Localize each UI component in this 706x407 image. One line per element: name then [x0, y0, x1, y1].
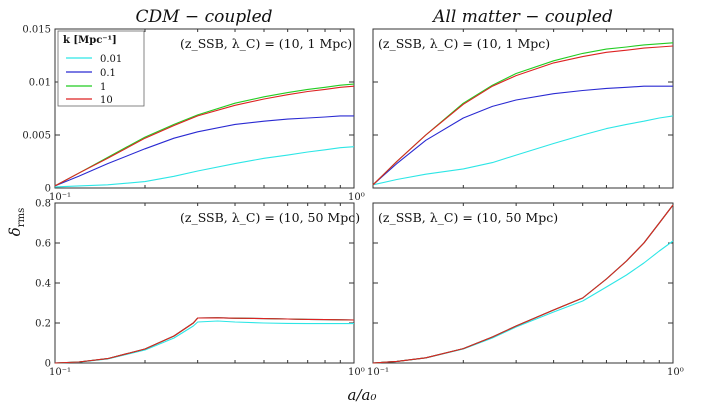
y-tick-label: 0 [45, 184, 51, 195]
plot-frame-top-right [372, 28, 674, 189]
series-line-k0-01 [54, 146, 355, 188]
series-line-k10 [54, 317, 355, 364]
x-tick-label: 10⁰ [348, 192, 365, 203]
y-tick-label: 0 [45, 359, 51, 370]
series-line-k10 [372, 204, 674, 364]
legend-box [57, 30, 145, 107]
series-line-k10 [372, 45, 674, 186]
y-tick-label: 0.8 [35, 199, 51, 210]
series-line-k0-01 [372, 115, 674, 186]
y-tick-label: 0.4 [35, 279, 51, 290]
plot-frame-bottom-right [372, 202, 674, 364]
x-tick-label: 10⁻¹ [367, 367, 389, 378]
series-line-k0-1 [372, 85, 673, 186]
panel-annotation: (z_SSB, λ_C) = (10, 1 Mpc) [180, 36, 352, 51]
title-cdm-coupled: CDM − coupled [135, 7, 272, 27]
y-tick-label: 0.01 [29, 78, 51, 89]
legend-label-k0-01: 0.01 [100, 54, 122, 65]
y-tick-label: 0.005 [22, 131, 51, 142]
legend-label-k10: 10 [100, 95, 113, 106]
panel-annotation: (z_SSB, λ_C) = (10, 50 Mpc) [180, 210, 360, 225]
x-tick-label: 10⁻¹ [49, 367, 71, 378]
series-line-k0-01 [54, 320, 354, 364]
legend: k [Mpc⁻¹] 0.01 0.1 1 10 [57, 30, 145, 107]
y-axis-label-main: δ [6, 227, 24, 236]
series-line-k1 [372, 42, 674, 186]
legend-label-k1: 1 [100, 82, 106, 93]
panel-bottom-right: 10⁻¹ 10⁰ (z_SSB, λ_C) = (10, 50 Mpc) [367, 202, 684, 378]
panel-top-right: (z_SSB, λ_C) = (10, 1 Mpc) [372, 28, 674, 189]
x-tick-label: 10⁻¹ [49, 192, 71, 203]
plot-frame-top-left [54, 28, 355, 189]
series-line-k0-1 [54, 115, 354, 187]
x-tick-label: 10⁰ [348, 367, 365, 378]
series-line-k1 [372, 204, 674, 364]
series-line-k0-1 [54, 317, 355, 364]
series-line-k10 [54, 85, 355, 187]
y-tick-label: 0.015 [22, 25, 51, 36]
panel-annotation: (z_SSB, λ_C) = (10, 50 Mpc) [378, 210, 558, 225]
series-line-k0-1 [372, 204, 674, 364]
y-axis-label: δrms [6, 208, 27, 236]
legend-title: k [Mpc⁻¹] [63, 35, 117, 46]
plot-frame-bottom-left [54, 202, 355, 364]
y-tick-label: 0.6 [35, 239, 51, 250]
y-tick-label: 0.2 [35, 319, 51, 330]
panel-bottom-left: 0 0.2 0.4 0.6 0.8 10⁻¹ 10⁰ (z_SSB, λ_C) = (10, … [35, 199, 365, 379]
series-line-k1 [54, 83, 355, 187]
x-axis-label: a/a₀ [348, 386, 377, 404]
x-tick-label: 10⁰ [667, 367, 684, 378]
y-axis-label-sub: rms [16, 208, 27, 227]
series-line-k1 [54, 317, 355, 364]
title-all-matter-coupled: All matter − coupled [431, 7, 613, 27]
legend-label-k0-1: 0.1 [100, 68, 116, 79]
panel-annotation: (z_SSB, λ_C) = (10, 1 Mpc) [378, 36, 550, 51]
